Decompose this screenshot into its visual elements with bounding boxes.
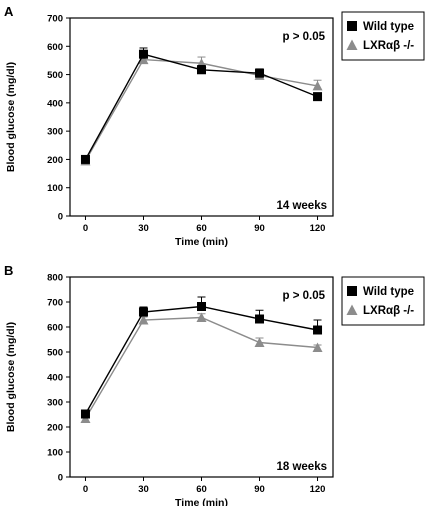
y-tick-label: 0 bbox=[58, 473, 63, 484]
x-tick-label: 30 bbox=[138, 223, 149, 234]
x-tick-label: 0 bbox=[83, 223, 88, 234]
legend-marker-wild-type bbox=[347, 21, 357, 31]
data-point-wild-type bbox=[255, 68, 265, 78]
data-point-lxr-knockout bbox=[312, 342, 323, 352]
age-label: 14 weeks bbox=[276, 200, 327, 212]
legend-label: Wild type bbox=[363, 286, 414, 298]
x-tick-label: 60 bbox=[196, 484, 207, 495]
y-tick-label: 200 bbox=[47, 155, 63, 166]
data-point-lxr-knockout bbox=[138, 54, 149, 65]
legend: Wild type LXRαβ -/- bbox=[341, 276, 425, 326]
x-tick-label: 120 bbox=[310, 484, 326, 495]
p-value-annotation: p > 0.05 bbox=[282, 31, 325, 43]
y-tick-label: 700 bbox=[47, 14, 63, 25]
y-tick-label: 500 bbox=[47, 70, 63, 81]
data-point-wild-type bbox=[197, 302, 206, 311]
legend-label: Wild type bbox=[363, 21, 414, 33]
y-tick-label: 100 bbox=[47, 183, 63, 194]
y-tick-label: 700 bbox=[47, 298, 63, 309]
legend-box bbox=[341, 11, 425, 61]
panel-label: A bbox=[4, 4, 14, 19]
legend-marker-lxr-knockout bbox=[346, 304, 358, 315]
legend-marker-wild-type bbox=[347, 286, 357, 296]
y-tick-label: 200 bbox=[47, 423, 63, 434]
data-point-wild-type bbox=[313, 325, 323, 335]
x-tick-label: 90 bbox=[254, 484, 265, 495]
y-axis-title: Blood glucose (mg/dl) bbox=[5, 322, 17, 432]
y-tick-label: 600 bbox=[47, 323, 63, 334]
y-tick-label: 0 bbox=[58, 212, 63, 223]
data-point-wild-type bbox=[138, 307, 148, 317]
y-axis-title: Blood glucose (mg/dl) bbox=[5, 62, 17, 172]
y-tick-label: 300 bbox=[47, 127, 63, 138]
data-point-lxr-knockout bbox=[138, 315, 149, 325]
y-tick-label: 800 bbox=[47, 273, 63, 284]
data-point-wild-type bbox=[313, 92, 323, 102]
series-line-lxr-knockout bbox=[84, 316, 318, 419]
data-point-lxr-knockout bbox=[196, 312, 207, 322]
data-point-wild-type bbox=[138, 49, 148, 59]
x-axis-title: Time (min) bbox=[175, 236, 228, 248]
y-tick-label: 500 bbox=[47, 348, 63, 359]
y-tick-label: 400 bbox=[47, 98, 63, 109]
data-point-wild-type bbox=[255, 314, 265, 324]
chart-panel-A: A 0 100 200 300 400 500 600 700 0 30 60 90 120 Time (m… bbox=[4, 4, 425, 248]
data-point-wild-type bbox=[80, 409, 90, 419]
y-tick-label: 400 bbox=[47, 373, 63, 384]
p-value-annotation: p > 0.05 bbox=[282, 290, 325, 302]
data-point-lxr-knockout bbox=[312, 80, 323, 91]
age-label: 18 weeks bbox=[276, 461, 327, 473]
y-tick-label: 300 bbox=[47, 398, 63, 409]
series-line-lxr-knockout bbox=[84, 58, 318, 162]
x-tick-label: 60 bbox=[196, 223, 207, 234]
legend-label: LXRαβ -/- bbox=[363, 305, 414, 317]
x-tick-label: 90 bbox=[254, 223, 265, 234]
y-tick-label: 100 bbox=[47, 448, 63, 459]
legend-label: LXRαβ -/- bbox=[363, 40, 414, 52]
legend-marker-lxr-knockout bbox=[346, 39, 358, 50]
data-point-wild-type bbox=[80, 154, 90, 164]
chart-panel-B: B 0 100 200 300 400 500 600 700 800 0 30 60 90 120 Time… bbox=[4, 263, 425, 506]
data-point-lxr-knockout bbox=[254, 337, 265, 347]
x-tick-label: 0 bbox=[83, 484, 88, 495]
x-axis-title: Time (min) bbox=[175, 497, 228, 506]
x-tick-label: 30 bbox=[138, 484, 149, 495]
legend-box bbox=[341, 276, 425, 326]
legend: Wild type LXRαβ -/- bbox=[341, 11, 425, 61]
data-point-wild-type bbox=[197, 65, 206, 75]
y-tick-label: 600 bbox=[47, 42, 63, 53]
x-tick-label: 120 bbox=[310, 223, 326, 234]
panel-label: B bbox=[4, 263, 13, 278]
